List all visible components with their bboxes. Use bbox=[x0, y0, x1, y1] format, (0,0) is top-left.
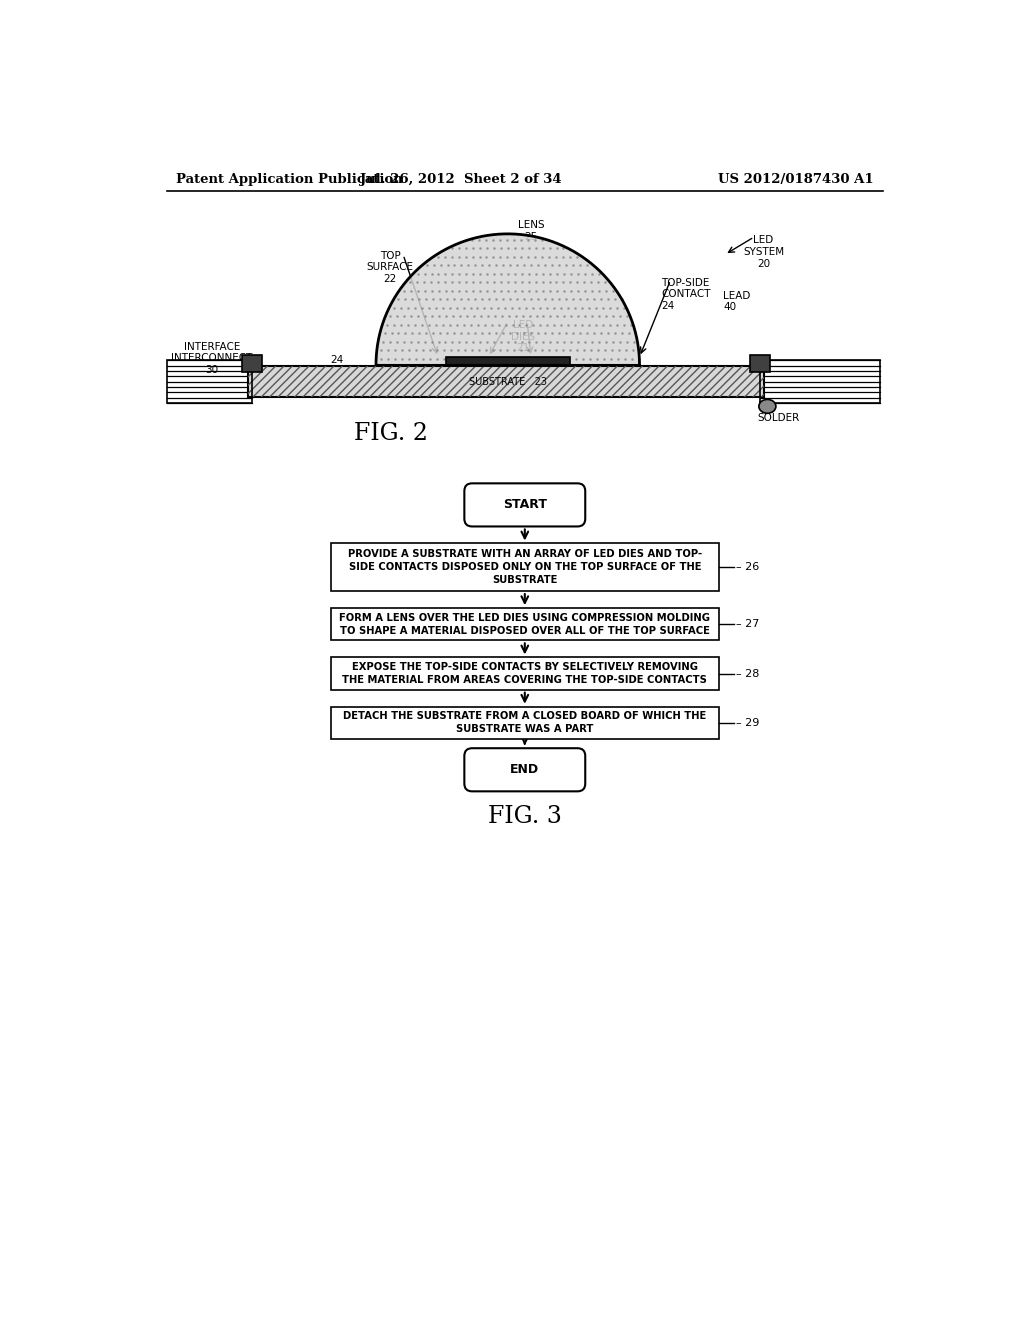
Text: END: END bbox=[510, 763, 540, 776]
Polygon shape bbox=[376, 234, 640, 364]
Text: LEAD
40: LEAD 40 bbox=[723, 290, 751, 313]
Text: LED
SYSTEM
20: LED SYSTEM 20 bbox=[743, 235, 784, 268]
Text: – 26: – 26 bbox=[736, 562, 760, 573]
Ellipse shape bbox=[759, 400, 776, 413]
Bar bbox=[331, 706, 719, 739]
Bar bbox=[331, 609, 719, 640]
Text: PROVIDE A SUBSTRATE WITH AN ARRAY OF LED DIES AND TOP-
SIDE CONTACTS DISPOSED ON: PROVIDE A SUBSTRATE WITH AN ARRAY OF LED… bbox=[348, 549, 701, 586]
Text: DETACH THE SUBSTRATE FROM A CLOSED BOARD OF WHICH THE
SUBSTRATE WAS A PART: DETACH THE SUBSTRATE FROM A CLOSED BOARD… bbox=[343, 711, 707, 734]
Text: Patent Application Publication: Patent Application Publication bbox=[176, 173, 402, 186]
Text: TOP
SURFACE
22: TOP SURFACE 22 bbox=[367, 251, 414, 284]
Text: EXPOSE THE TOP-SIDE CONTACTS BY SELECTIVELY REMOVING
THE MATERIAL FROM AREAS COV: EXPOSE THE TOP-SIDE CONTACTS BY SELECTIV… bbox=[342, 661, 708, 685]
Bar bbox=[445, 358, 569, 367]
Bar bbox=[242, 355, 262, 372]
Text: – 29: – 29 bbox=[736, 718, 760, 727]
Text: – 28: – 28 bbox=[736, 668, 760, 678]
FancyBboxPatch shape bbox=[464, 748, 586, 792]
Text: LENS
25: LENS 25 bbox=[518, 220, 545, 242]
Text: FIG. 2: FIG. 2 bbox=[354, 422, 428, 445]
Text: US 2012/0187430 A1: US 2012/0187430 A1 bbox=[718, 173, 873, 186]
Text: Jul. 26, 2012  Sheet 2 of 34: Jul. 26, 2012 Sheet 2 of 34 bbox=[360, 173, 562, 186]
Text: LED
DIES
21: LED DIES 21 bbox=[511, 321, 536, 354]
Text: TOP-SIDE
CONTACT
24: TOP-SIDE CONTACT 24 bbox=[662, 277, 711, 312]
Bar bbox=[248, 367, 764, 397]
Text: 24: 24 bbox=[330, 355, 343, 366]
Text: START: START bbox=[503, 499, 547, 511]
Text: INTERFACE
INTERCONNECT
30: INTERFACE INTERCONNECT 30 bbox=[171, 342, 252, 375]
Bar bbox=[750, 355, 770, 372]
Text: FORM A LENS OVER THE LED DIES USING COMPRESSION MOLDING
TO SHAPE A MATERIAL DISP: FORM A LENS OVER THE LED DIES USING COMP… bbox=[339, 612, 711, 636]
Bar bbox=[331, 544, 719, 591]
Text: FIG. 3: FIG. 3 bbox=[487, 805, 562, 828]
Bar bbox=[331, 657, 719, 689]
Bar bbox=[248, 367, 764, 397]
Bar bbox=[760, 360, 880, 404]
Text: SUBSTRATE   23: SUBSTRATE 23 bbox=[469, 376, 547, 387]
Bar bbox=[167, 360, 252, 404]
Text: 38
SOLDER: 38 SOLDER bbox=[758, 401, 800, 422]
FancyBboxPatch shape bbox=[464, 483, 586, 527]
Text: – 27: – 27 bbox=[736, 619, 760, 630]
